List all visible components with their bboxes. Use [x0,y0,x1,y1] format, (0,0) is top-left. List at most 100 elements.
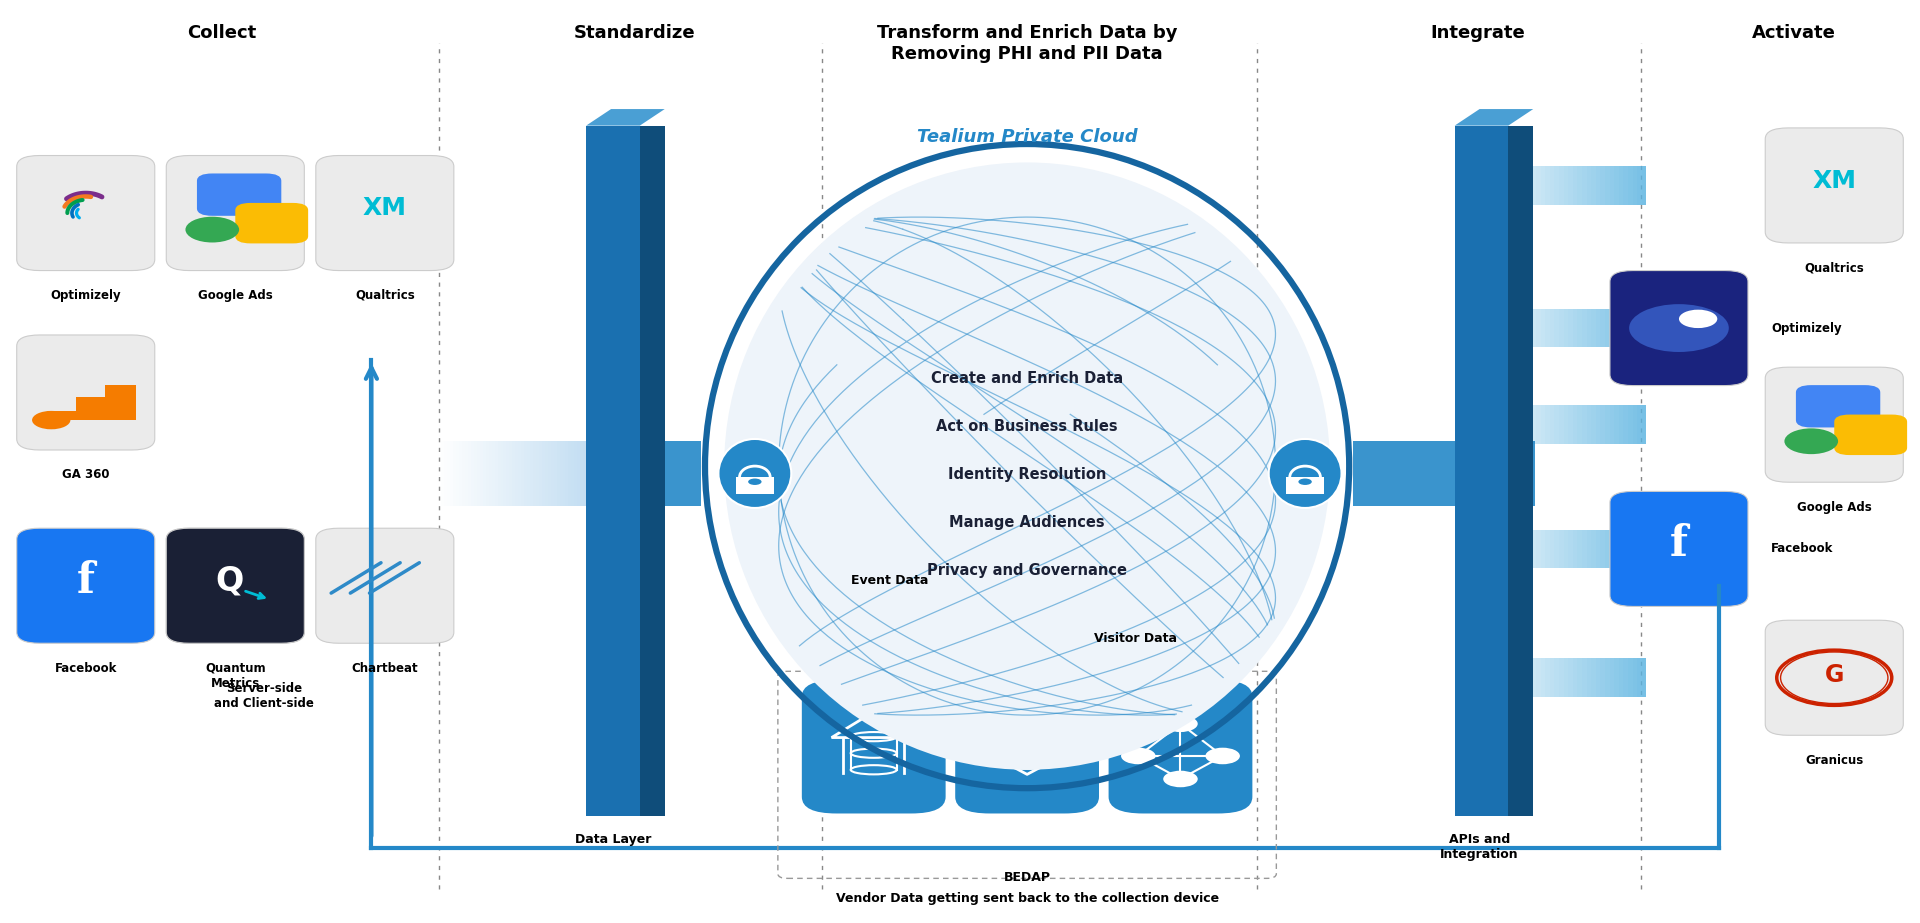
Text: GA 360: GA 360 [61,468,109,482]
Bar [530,441,534,506]
Bar [77,397,108,420]
Bar [1006,749,1048,750]
Bar [1555,530,1559,569]
Bar [1578,530,1582,569]
Bar [1006,759,1048,760]
Bar [1540,405,1546,444]
Bar [1546,166,1549,205]
Bar [1572,308,1578,347]
Bar [451,441,453,506]
Bar [1286,477,1325,494]
Bar [1638,166,1642,205]
Bar [1582,166,1586,205]
Bar [1578,308,1582,347]
Bar [476,441,480,506]
Bar [1536,405,1540,444]
Bar [1601,405,1605,444]
Bar [1513,308,1517,347]
Bar [1006,761,1048,763]
Bar [463,441,465,506]
Bar [1619,166,1622,205]
Bar [1615,658,1619,697]
Text: BEDAP: BEDAP [1004,871,1050,884]
Bar [1523,405,1526,444]
Bar [1569,308,1572,347]
Text: Standardize: Standardize [574,24,695,42]
Bar [1532,530,1536,569]
Bar [1006,768,1048,770]
Text: Data Layer: Data Layer [574,833,651,846]
Text: XM: XM [363,197,407,221]
FancyBboxPatch shape [167,528,303,643]
Bar [1642,166,1645,205]
Bar [1549,166,1555,205]
Text: Integrate: Integrate [1430,24,1524,42]
Bar [444,441,447,506]
Bar [557,441,559,506]
Bar [1513,530,1517,569]
Bar [1592,405,1596,444]
Polygon shape [1455,109,1534,126]
Bar [1006,744,1048,746]
Bar [486,441,490,506]
Ellipse shape [1269,439,1342,508]
Bar [465,441,468,506]
Bar [509,441,513,506]
Bar [1540,530,1546,569]
FancyBboxPatch shape [315,528,453,643]
Bar [574,441,578,506]
Bar [540,441,541,506]
Bar [1513,166,1517,205]
FancyBboxPatch shape [1108,680,1252,813]
Bar [1536,658,1540,697]
Text: Vendor Data getting sent back to the collection device: Vendor Data getting sent back to the col… [835,893,1219,905]
Bar [1601,530,1605,569]
Bar [1532,308,1536,347]
Bar [1572,166,1578,205]
Text: f: f [1670,523,1688,565]
Bar [468,441,470,506]
Bar [1632,166,1638,205]
Text: G: G [1824,663,1843,687]
Bar [1540,308,1546,347]
Bar [568,441,572,506]
Bar [1586,658,1592,697]
Bar [1160,749,1202,790]
Circle shape [1206,748,1240,764]
Bar [1596,405,1601,444]
Bar [1609,166,1615,205]
Bar [566,441,568,506]
Bar [1509,308,1513,347]
Circle shape [749,478,762,485]
Bar [1559,658,1563,697]
Bar [1596,308,1601,347]
Bar [1569,405,1572,444]
FancyBboxPatch shape [17,528,156,643]
Text: Privacy and Governance: Privacy and Governance [927,563,1127,578]
Bar [1526,658,1532,697]
Text: Qualtrics: Qualtrics [1805,261,1864,274]
Bar [1526,308,1532,347]
Bar [1601,166,1605,205]
Bar [1546,405,1549,444]
Bar [1006,750,1048,752]
Bar [1642,308,1645,347]
Bar [457,441,459,506]
Bar [1006,771,1048,773]
Text: Facebook: Facebook [1770,543,1834,556]
Bar [1536,166,1540,205]
Bar [1006,747,1048,749]
Bar [1546,308,1549,347]
Bar [1572,405,1578,444]
Bar [1540,166,1546,205]
Bar [563,441,566,506]
Bar [1605,166,1609,205]
Bar [1526,166,1532,205]
Circle shape [33,411,71,429]
Bar [490,441,492,506]
Bar [503,441,507,506]
Bar [541,441,545,506]
Text: Manage Audiences: Manage Audiences [948,515,1104,530]
Bar [1592,530,1596,569]
Bar [1546,658,1549,697]
